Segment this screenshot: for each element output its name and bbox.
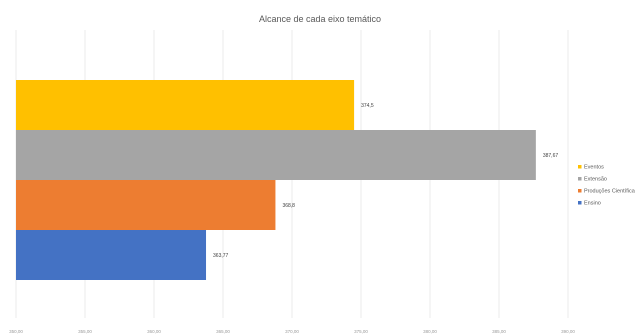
legend-swatch bbox=[578, 177, 582, 181]
bar-produ-es-cient-fica bbox=[16, 180, 276, 230]
data-labels: 363,77 368,8 387,67 374,5 bbox=[213, 103, 558, 259]
legend-label: Ensino bbox=[584, 201, 601, 207]
chart-title: Alcance de cada eixo temático bbox=[259, 14, 381, 24]
legend-swatch bbox=[578, 189, 582, 193]
x-tick-label: 380,00 bbox=[423, 329, 437, 334]
bar-eventos bbox=[16, 80, 355, 130]
legend-label: Extensão bbox=[584, 177, 607, 183]
x-tick-label: 355,00 bbox=[78, 329, 92, 334]
x-tick-label: 390,00 bbox=[561, 329, 575, 334]
x-tick-label: 365,00 bbox=[216, 329, 230, 334]
legend-label: Eventos bbox=[584, 165, 604, 171]
data-label: 368,8 bbox=[282, 203, 295, 209]
data-label: 387,67 bbox=[543, 153, 559, 159]
x-axis-ticks: 350,00 355,00 360,00 365,00 370,00 375,00 380,… bbox=[9, 329, 575, 334]
x-tick-label: 375,00 bbox=[354, 329, 368, 334]
legend-swatch bbox=[578, 201, 582, 205]
x-tick-label: 385,00 bbox=[492, 329, 506, 334]
bar-extens-o bbox=[16, 130, 536, 180]
data-label: 363,77 bbox=[213, 253, 229, 259]
legend-swatch bbox=[578, 165, 582, 169]
bar-series bbox=[16, 80, 536, 280]
legend: Eventos Extensão Produções Científica Ensin… bbox=[578, 165, 636, 207]
x-tick-label: 350,00 bbox=[9, 329, 23, 334]
x-tick-label: 370,00 bbox=[285, 329, 299, 334]
x-tick-label: 360,00 bbox=[147, 329, 161, 334]
data-label: 374,5 bbox=[361, 103, 374, 109]
bar-ensino bbox=[16, 230, 207, 280]
legend-label: Produções Científica bbox=[584, 189, 636, 195]
